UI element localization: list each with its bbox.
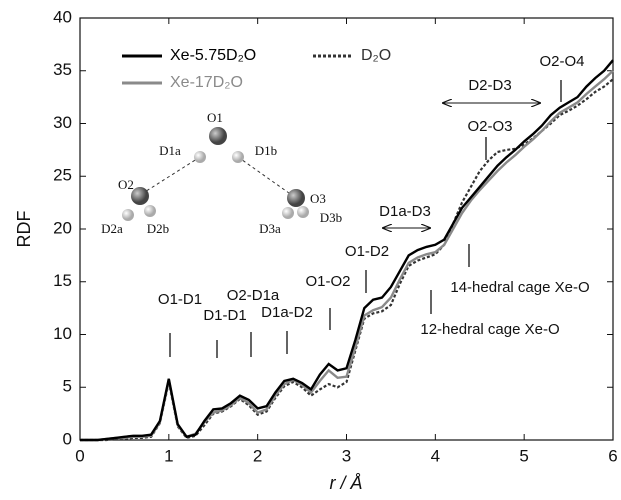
atom [122,209,134,221]
series-line [80,59,614,442]
atom [144,205,156,217]
atom [297,206,309,218]
h-bond [139,156,201,196]
atom [131,187,149,205]
atom [287,189,305,207]
x-tick-label: 6 [608,446,617,465]
annotation: O2-O3 [467,118,512,135]
annotation: 12-hedral cage Xe-O [420,321,559,338]
legend-label: D₂O [361,47,391,64]
y-tick-label: 40 [53,7,72,26]
y-tick-label: 5 [63,377,72,396]
atom [194,151,206,163]
atom-label: O3 [310,191,326,206]
y-tick-label: 0 [63,429,72,448]
atom-label: D2a [101,221,123,236]
y-tick-label: 30 [53,113,72,132]
annotation: D1-D1 [203,307,246,324]
annotation: O2-D1a [227,287,280,304]
annotation: 14-hedral cage Xe-O [450,279,589,296]
x-tick-label: 1 [164,446,173,465]
x-tick-label: 3 [342,446,351,465]
legend-label: Xe-17D₂O [170,74,243,91]
atom-label: D3b [320,210,342,225]
x-tick-label: 4 [431,446,440,465]
annotation: O1-D1 [158,291,202,308]
atom-label: O2 [118,177,134,192]
y-tick-label: 20 [53,218,72,237]
atom-label: O1 [207,110,223,125]
y-tick-label: 10 [53,324,72,343]
annotation: O2-O4 [539,53,584,70]
molecule [122,127,309,221]
atom-label: D1a [159,143,181,158]
x-axis-label: r / Å [329,473,362,493]
atom [232,151,244,163]
x-tick-label: 2 [253,446,262,465]
series-line [80,78,614,442]
y-tick-label: 35 [53,60,72,79]
annotation: O1-O2 [305,273,350,290]
atom [209,127,227,145]
atom [282,207,294,219]
annotation: O1-D2 [345,243,389,260]
atom-label: D1b [255,143,277,158]
legend-label: Xe-5.75D₂O [170,47,256,64]
annotation: D2-D3 [468,77,511,94]
x-tick-label: 0 [75,446,84,465]
x-tick-label: 5 [519,446,528,465]
atom-label: D2b [147,221,169,236]
y-tick-label: 25 [53,166,72,185]
y-tick-label: 15 [53,271,72,290]
y-axis-label: RDF [14,211,34,248]
annotation: D1a-D3 [379,203,431,220]
h-bond [237,156,297,199]
annotation: D1a-D2 [261,304,313,321]
atom-label: D3a [259,221,281,236]
